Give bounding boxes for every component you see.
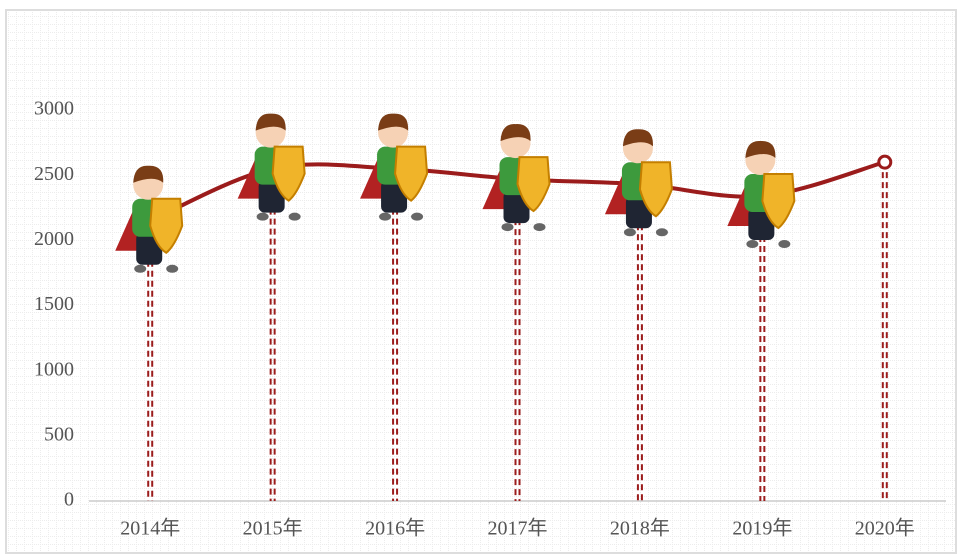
x-tick-label: 2018年 <box>610 517 670 540</box>
shoe <box>656 228 668 236</box>
x-tick-label: 2017年 <box>488 517 548 540</box>
shoe <box>379 213 391 221</box>
y-tick-label: 0 <box>64 489 74 511</box>
shoe <box>624 228 636 236</box>
chart: 0 500 1000 1500 2000 2500 3000 2014年 2015年 2016年 2… <box>0 0 962 555</box>
shoe <box>289 213 301 221</box>
y-tick-label: 1000 <box>34 358 74 380</box>
y-tick-label: 2000 <box>34 228 74 250</box>
shoe <box>502 223 514 231</box>
x-tick-label: 2020年 <box>855 517 915 540</box>
x-tick-label: 2014年 <box>120 517 180 540</box>
shoe <box>411 213 423 221</box>
shoe <box>746 240 758 248</box>
y-tick-label: 1500 <box>34 293 74 315</box>
shoe <box>166 265 178 273</box>
y-tick-label: 3000 <box>34 98 74 120</box>
shoe <box>534 223 546 231</box>
y-tick-label: 500 <box>44 423 74 445</box>
point <box>879 156 891 168</box>
x-tick-label: 2019年 <box>732 517 792 540</box>
shoe <box>257 213 269 221</box>
shoe <box>134 265 146 273</box>
y-tick-label: 2500 <box>34 163 74 185</box>
x-tick-label: 2016年 <box>365 517 425 540</box>
x-tick-label: 2015年 <box>243 517 303 540</box>
shoe <box>778 240 790 248</box>
